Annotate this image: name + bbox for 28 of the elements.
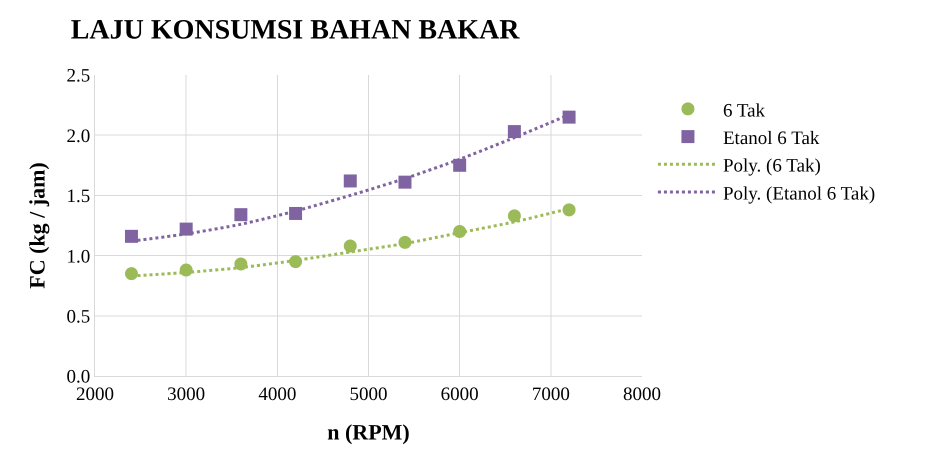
x-axis-title: n (RPM) [327,420,410,445]
y-axis-title: FC (kg / jam) [24,162,50,289]
point [562,110,576,124]
y-tick-label: 1.0 [66,246,90,268]
x-tick-label: 7000 [532,384,570,405]
chart-title: LAJU KONSUMSI BAHAN BAKAR [70,14,520,46]
x-tick-label: 4000 [258,384,296,405]
point [234,208,248,222]
point [508,209,521,222]
y-tick-label: 2.0 [66,126,90,147]
legend-label: Poly. (Etanol 6 Tak) [722,183,876,204]
x-tick-label: 5000 [350,384,388,405]
y-tick-label: 0.5 [66,306,90,328]
y-tick-label: 1.5 [66,186,90,208]
point [124,267,138,280]
point [508,125,521,138]
y-tick-label: 2.5 [66,66,90,87]
legend-label: Etanol 6 Tak [722,128,820,150]
legend-label: 6 Tak [722,100,766,122]
x-tick-label: 3000 [167,384,206,405]
point [124,230,138,243]
x-tick-label: 6000 [440,384,479,405]
legend-label: Poly. (6 Tak) [722,156,821,177]
point [453,158,466,172]
x-tick-label: 8000 [623,384,661,405]
point [562,203,576,216]
point [344,174,357,188]
point [344,239,357,252]
